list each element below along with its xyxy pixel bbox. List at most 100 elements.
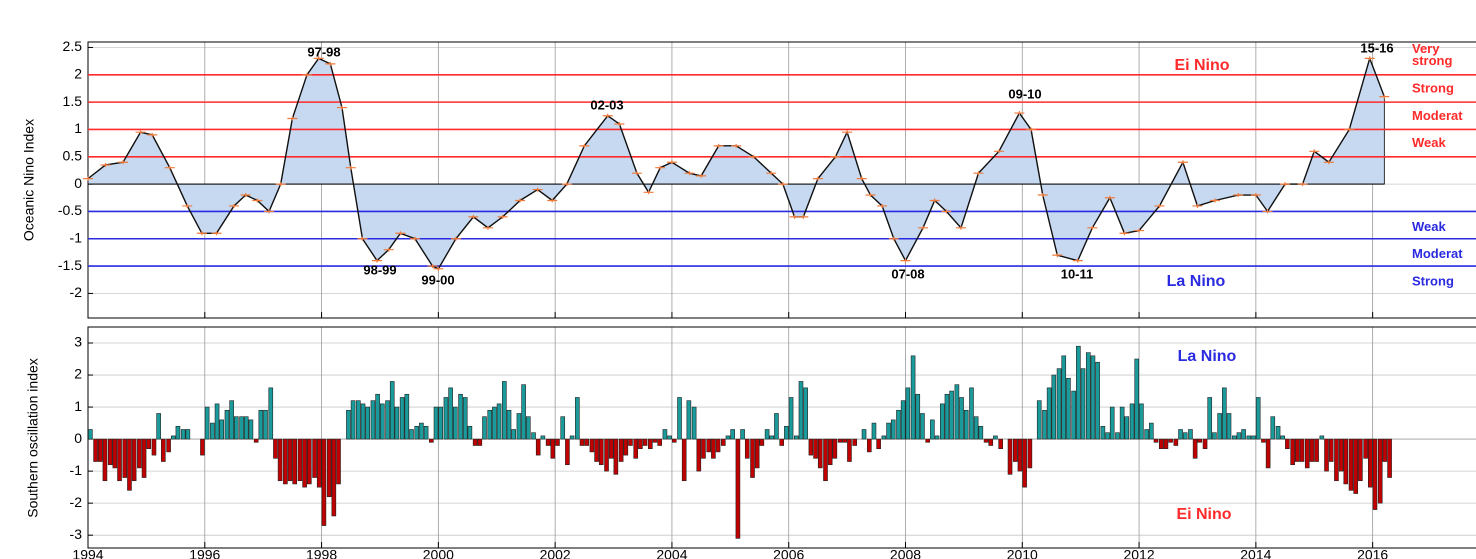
bar [886,422,891,440]
x-tick-label: 2010 [1007,547,1038,559]
bar [798,381,804,440]
bar [268,387,274,440]
bar [1309,438,1315,462]
marker [395,231,406,236]
bar [462,397,468,440]
bar [759,438,765,446]
marker [196,231,207,236]
annotation: Ei Nino [1174,57,1229,74]
bar [1368,438,1373,488]
bar [949,390,954,440]
bar [429,438,434,443]
x-tick-label: 2000 [423,547,454,559]
marker [497,214,508,219]
bar [1022,438,1027,488]
bar [638,438,643,450]
bar [472,438,478,446]
marker [287,116,298,121]
bar [214,403,220,440]
bar [1251,435,1256,440]
bar [93,438,98,462]
bar [618,438,624,462]
marker [877,203,888,208]
bar [1280,435,1286,440]
bar [1109,406,1115,440]
annotation: 07-08 [891,266,924,281]
bar [496,403,502,440]
marker [240,193,251,198]
bar [730,429,735,440]
bar [1261,438,1266,443]
bar [900,400,906,440]
bar [779,438,785,446]
bar [1377,438,1383,504]
bar [312,438,317,478]
bar [1207,397,1213,440]
bar [1080,368,1086,440]
bar [973,416,979,440]
bar [399,397,405,440]
x-tick-label: 2004 [656,547,687,559]
annotation: 02-03 [590,97,623,112]
bar [813,438,818,459]
y-tick-label: 2.5 [63,38,83,54]
reference-label: Very [1412,41,1440,56]
bar [540,435,546,440]
x-tick-label: 2002 [540,547,571,559]
bar [1066,377,1071,440]
bar [589,438,595,453]
bar [604,438,609,472]
bar [102,438,108,482]
bar [127,438,132,491]
bar [608,438,614,459]
bar [934,435,940,440]
bar [1236,432,1242,440]
bar [774,413,779,440]
bar [346,409,351,440]
y-tick-label: -2 [70,284,83,300]
bar [910,355,916,440]
bar [1353,438,1359,494]
bar [998,438,1003,450]
marker [777,182,788,187]
bar [983,438,989,443]
bar [628,438,633,446]
marker [766,171,777,176]
y-tick-label: -3 [70,526,83,542]
marker [515,198,526,203]
bar [1231,435,1237,440]
bar [662,429,668,440]
bar [823,438,828,482]
bar [370,400,376,440]
bar [385,400,390,440]
bar [248,419,254,440]
bar [681,438,687,482]
bar [180,429,186,440]
bar [881,435,887,440]
bar [170,435,176,440]
bar [876,438,881,450]
marker [1280,182,1291,187]
bar [944,393,950,440]
marker [1177,160,1188,165]
bar [1071,390,1076,440]
bar [141,438,147,478]
bar [292,438,298,485]
marker [383,247,394,252]
bar [482,416,487,440]
bar [642,438,648,446]
bar [1139,403,1144,440]
bar [1255,397,1261,440]
marker [468,214,479,219]
x-tick-label: 2012 [1123,547,1154,559]
marker [164,165,175,170]
marker [100,162,111,167]
marker [900,258,911,263]
marker [918,225,929,230]
marker [1297,182,1308,187]
bar [302,438,307,488]
marker [1087,225,1098,230]
bar [648,438,653,450]
bar [915,393,921,440]
marker [1154,203,1165,208]
